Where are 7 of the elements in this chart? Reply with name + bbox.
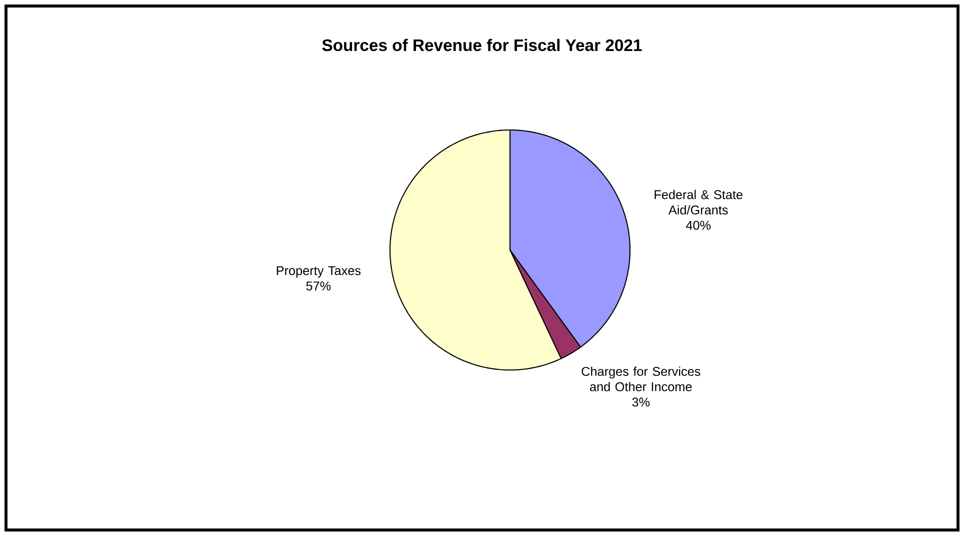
slice-label: Charges for Services and Other Income (582, 366, 700, 392)
slice-label: Federal & State Aid/Grants (654, 190, 742, 214)
data-label: 40% (686, 220, 711, 230)
data-label: 57% (306, 282, 331, 290)
chart-title: Sources of Revenue for Fiscal Year 2021 (322, 38, 642, 52)
slice-label: Property Taxes (276, 266, 361, 278)
data-label: 3% (632, 398, 650, 407)
